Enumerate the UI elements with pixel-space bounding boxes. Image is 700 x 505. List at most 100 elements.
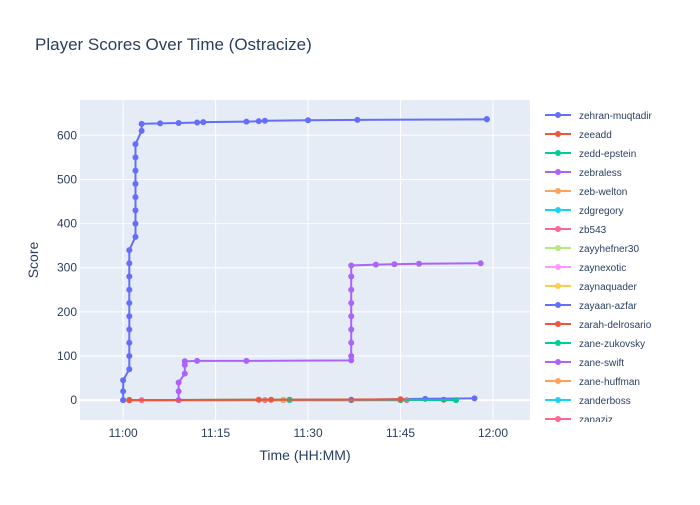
data-point: [132, 221, 138, 227]
legend-swatch-marker: [555, 188, 561, 194]
data-point: [182, 371, 188, 377]
series-line: [129, 399, 400, 400]
data-point: [484, 116, 490, 122]
y-tick-label: 300: [57, 261, 77, 275]
data-point: [200, 119, 206, 125]
data-point: [373, 262, 379, 268]
data-point: [126, 274, 132, 280]
data-point: [243, 119, 249, 125]
data-point: [194, 120, 200, 126]
y-tick-label: 400: [57, 217, 77, 231]
data-point: [398, 396, 404, 402]
legend-swatch-marker: [555, 264, 561, 270]
data-point: [139, 128, 145, 134]
y-tick-label: 200: [57, 305, 77, 319]
y-tick-label: 0: [70, 393, 77, 407]
legend-swatch-marker: [555, 397, 561, 403]
data-point: [126, 397, 132, 403]
x-tick-label: 11:45: [386, 426, 415, 440]
data-point: [126, 353, 132, 359]
data-point: [132, 207, 138, 213]
data-point: [453, 397, 459, 403]
legend-label: zaynaquader: [579, 282, 637, 293]
legend-label: zane-swift: [579, 358, 624, 369]
data-point: [391, 261, 397, 267]
data-point: [262, 118, 268, 124]
data-point: [256, 397, 262, 403]
legend-label: zebraless: [579, 168, 622, 179]
data-point: [132, 194, 138, 200]
legend-label: zeeadd: [579, 130, 612, 141]
data-point: [126, 366, 132, 372]
data-point: [126, 287, 132, 293]
legend-swatch-marker: [555, 378, 561, 384]
data-point: [132, 141, 138, 147]
data-point: [348, 287, 354, 293]
data-point: [126, 300, 132, 306]
data-point: [126, 327, 132, 333]
x-tick-label: 11:30: [294, 426, 323, 440]
data-point: [422, 396, 428, 402]
legend-swatch-marker: [555, 150, 561, 156]
data-point: [132, 168, 138, 174]
data-point: [176, 379, 182, 385]
data-point: [305, 117, 311, 123]
data-point: [126, 313, 132, 319]
data-point: [182, 358, 188, 364]
data-point: [176, 388, 182, 394]
data-point: [126, 260, 132, 266]
x-tick-label: 11:00: [109, 426, 138, 440]
x-tick-label: 11:15: [201, 426, 230, 440]
legend-swatch-marker: [555, 416, 561, 422]
legend-label: zane-zukovsky: [579, 339, 645, 350]
legend-label: zarah-delrosario: [579, 320, 652, 331]
data-point: [176, 120, 182, 126]
x-axis-label: Time (HH:MM): [259, 447, 350, 463]
legend-label: zane-huffman: [579, 377, 640, 388]
legend-swatch-marker: [555, 283, 561, 289]
legend-label: zeb-welton: [579, 187, 627, 198]
data-point: [348, 263, 354, 269]
data-point: [120, 377, 126, 383]
legend-swatch-marker: [555, 340, 561, 346]
data-point: [348, 313, 354, 319]
data-point: [348, 353, 354, 359]
legend-swatch-marker: [555, 112, 561, 118]
data-point: [194, 358, 200, 364]
data-point: [139, 121, 145, 127]
legend-swatch-marker: [555, 226, 561, 232]
data-point: [120, 388, 126, 394]
legend-swatch-marker: [555, 169, 561, 175]
data-point: [348, 274, 354, 280]
legend-label: zanderboss: [579, 396, 631, 407]
legend-swatch-marker: [555, 321, 561, 327]
legend-label: zehran-muqtadir: [579, 111, 652, 122]
data-point: [348, 327, 354, 333]
data-point: [268, 397, 274, 403]
data-point: [132, 234, 138, 240]
data-point: [348, 340, 354, 346]
data-point: [472, 395, 478, 401]
data-point: [132, 154, 138, 160]
data-point: [120, 397, 126, 403]
x-tick-label: 12:00: [478, 426, 508, 440]
legend-swatch-marker: [555, 245, 561, 251]
data-point: [157, 120, 163, 126]
data-point: [256, 118, 262, 124]
legend-label: zb543: [579, 225, 607, 236]
data-point: [354, 117, 360, 123]
data-point: [126, 340, 132, 346]
chart-title: Player Scores Over Time (Ostracize): [35, 35, 312, 54]
data-point: [132, 181, 138, 187]
data-point: [478, 260, 484, 266]
y-tick-label: 100: [57, 349, 77, 363]
legend-label: zedd-epstein: [579, 149, 636, 160]
plot-background: [80, 100, 530, 420]
legend-label: zayyhefner30: [579, 244, 639, 255]
data-point: [126, 247, 132, 253]
legend-label: zdgregory: [579, 206, 623, 217]
legend-swatch-marker: [555, 131, 561, 137]
data-point: [243, 358, 249, 364]
legend-label: zaynexotic: [579, 263, 626, 274]
